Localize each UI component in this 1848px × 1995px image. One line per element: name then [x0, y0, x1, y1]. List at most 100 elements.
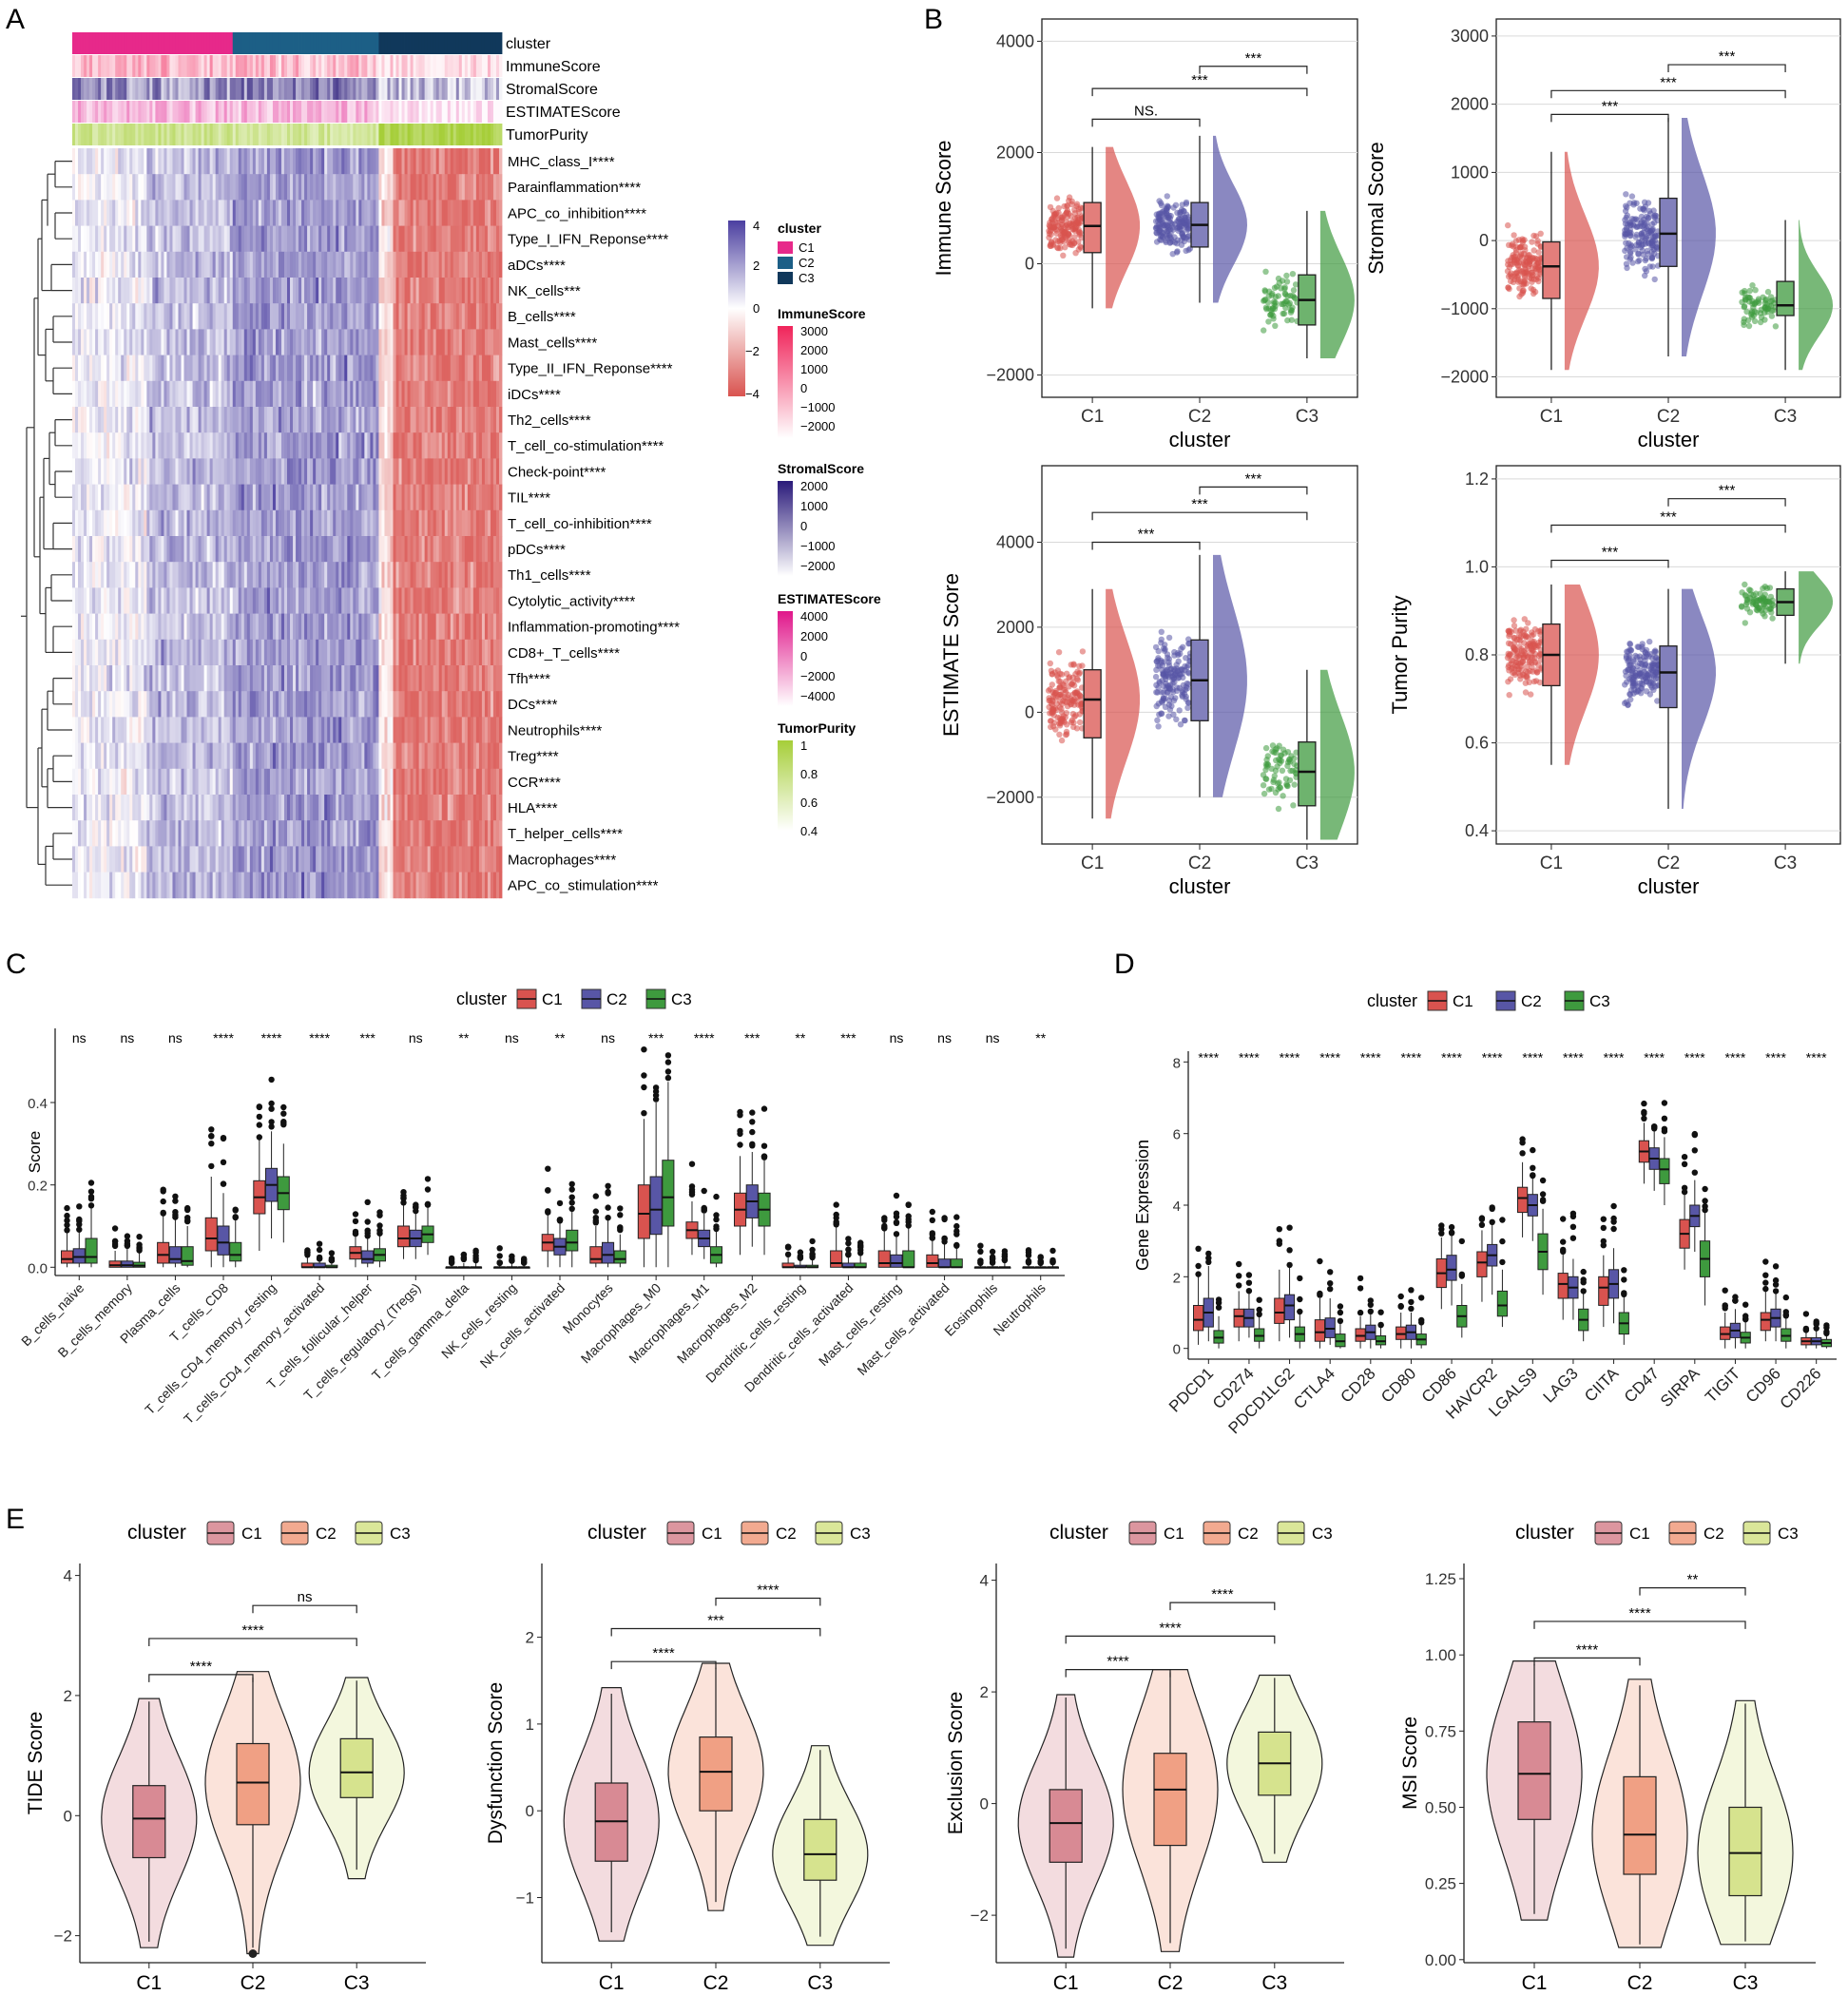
heat-cell [106, 200, 110, 226]
heat-cell [435, 587, 440, 614]
heat-cell [201, 846, 205, 873]
heat-cell [421, 820, 426, 847]
heat-cell [316, 380, 319, 408]
heat-cell [341, 717, 345, 743]
heat-cell [101, 742, 105, 770]
estimate-anno-cell [424, 101, 429, 123]
heat-cell [195, 820, 199, 847]
heat-cell [344, 795, 348, 821]
heat-cell [336, 846, 339, 873]
heat-cell [427, 742, 432, 770]
heat-cell [238, 174, 242, 201]
heat-cell [269, 562, 274, 588]
heat-cell [141, 432, 144, 459]
immune-anno-cell [126, 55, 130, 77]
heat-cell [296, 278, 299, 304]
heat-cell [260, 200, 265, 226]
immune-anno-cell [75, 55, 79, 77]
heat-cell [195, 225, 199, 253]
heat-cell [433, 329, 437, 355]
heat-cell [381, 665, 385, 692]
cluster-anno-cell [124, 32, 127, 54]
heat-cell [393, 174, 396, 201]
heat-cell [155, 174, 159, 201]
heat-cell [132, 432, 136, 459]
heat-cell [338, 717, 342, 743]
heat-cell [215, 846, 220, 873]
purity-anno-cell [280, 124, 285, 145]
heat-cell [441, 484, 446, 511]
heat-cell [433, 174, 437, 201]
heat-cell [215, 587, 220, 614]
estimate-anno-cell [249, 101, 254, 123]
immune-anno-cell [450, 55, 454, 77]
heat-cell [441, 587, 446, 614]
heat-cell [433, 148, 437, 175]
heat-cell [138, 278, 142, 304]
heat-cell [304, 200, 308, 226]
heat-cell [178, 432, 182, 459]
heat-cell [367, 717, 371, 743]
heat-cell [95, 742, 99, 770]
heat-cell [226, 200, 231, 226]
heat-cell [206, 251, 211, 278]
immune-anno-cell [232, 55, 237, 77]
cluster-anno-cell [287, 32, 291, 54]
heat-cell [353, 484, 356, 511]
heat-cell [296, 329, 299, 355]
heat-cell [255, 742, 260, 770]
cluster-anno-cell [278, 32, 282, 54]
heat-cell [218, 380, 222, 408]
purity-anno-cell [169, 124, 173, 145]
heat-cell [260, 742, 265, 770]
heat-cell [104, 509, 107, 537]
heat-cell [341, 613, 345, 641]
heat-cell [266, 380, 271, 408]
heat-cell [275, 820, 279, 847]
heat-cell [243, 303, 248, 330]
heat-cell [272, 846, 277, 873]
heat-cell [158, 303, 162, 330]
heat-cell [475, 380, 480, 408]
heat-cell [461, 432, 466, 459]
heat-cell [433, 355, 437, 382]
heat-cell [209, 278, 214, 304]
heat-cell [387, 536, 391, 563]
heat-cell [484, 329, 489, 355]
heat-cell [258, 225, 262, 253]
cluster-anno-cell [452, 32, 457, 54]
heat-cell [223, 562, 228, 588]
purity-anno-cell [155, 124, 159, 145]
heat-cell [129, 407, 133, 433]
heat-cell [487, 432, 491, 459]
heat-cell [198, 562, 202, 588]
heat-cell [95, 768, 99, 796]
heat-cell [467, 768, 472, 796]
heat-cell [272, 251, 277, 278]
heat-cell [492, 225, 497, 253]
heat-cell [243, 665, 248, 692]
cluster-anno-cell [106, 32, 110, 54]
heat-cell [155, 225, 159, 253]
heat-cell [333, 562, 337, 588]
heat-cell [104, 484, 107, 511]
heat-cell [141, 200, 144, 226]
purity-anno-cell [266, 124, 271, 145]
heat-cell [89, 329, 93, 355]
heat-cell [132, 329, 136, 355]
heat-cell [356, 432, 359, 459]
heat-cell [407, 587, 411, 614]
heat-cell [347, 613, 351, 641]
heat-cell [255, 174, 260, 201]
heat-cell [252, 587, 257, 614]
heat-cell [410, 613, 414, 641]
heat-cell [418, 251, 423, 278]
heat-cell [263, 587, 268, 614]
heat-cell [218, 407, 222, 433]
heat-cell [467, 639, 472, 666]
heat-cell [341, 329, 345, 355]
heat-cell [235, 407, 240, 433]
heat-cell [278, 251, 282, 278]
heat-cell [106, 742, 110, 770]
heat-cell [324, 200, 328, 226]
